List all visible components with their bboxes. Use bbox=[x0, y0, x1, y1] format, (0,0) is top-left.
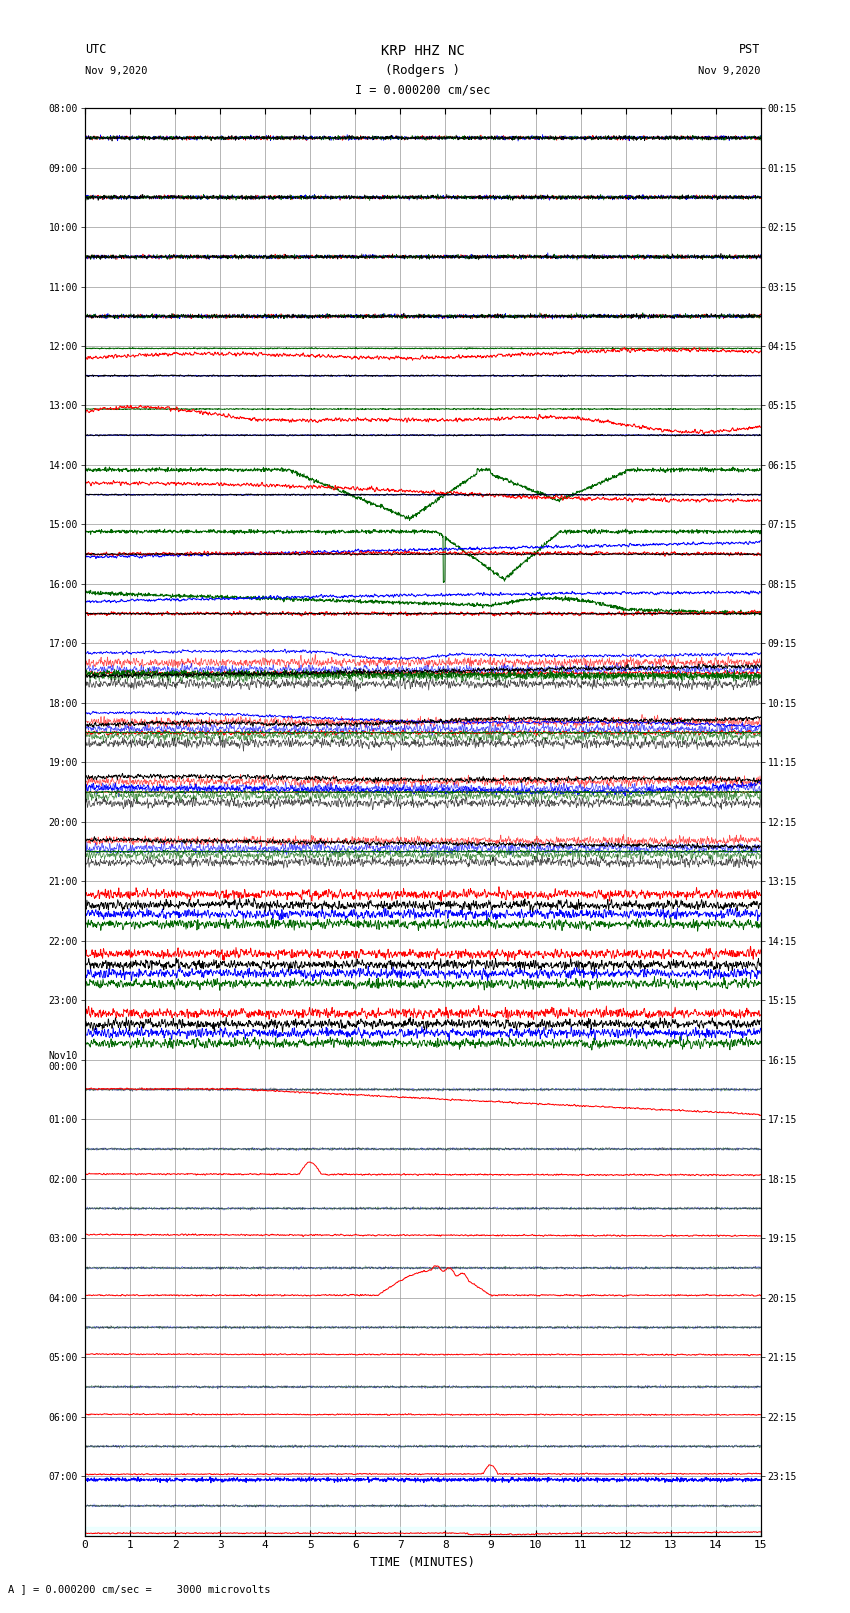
Text: Nov 9,2020: Nov 9,2020 bbox=[85, 66, 148, 76]
Text: KRP HHZ NC: KRP HHZ NC bbox=[381, 44, 465, 58]
Bar bbox=[85, 1526, 761, 1536]
Text: PST: PST bbox=[740, 44, 761, 56]
Text: A ] = 0.000200 cm/sec =    3000 microvolts: A ] = 0.000200 cm/sec = 3000 microvolts bbox=[8, 1584, 271, 1594]
X-axis label: TIME (MINUTES): TIME (MINUTES) bbox=[371, 1557, 475, 1569]
Text: (Rodgers ): (Rodgers ) bbox=[385, 65, 461, 77]
Text: Nov 9,2020: Nov 9,2020 bbox=[698, 66, 761, 76]
Text: UTC: UTC bbox=[85, 44, 106, 56]
Text: I = 0.000200 cm/sec: I = 0.000200 cm/sec bbox=[355, 84, 490, 97]
